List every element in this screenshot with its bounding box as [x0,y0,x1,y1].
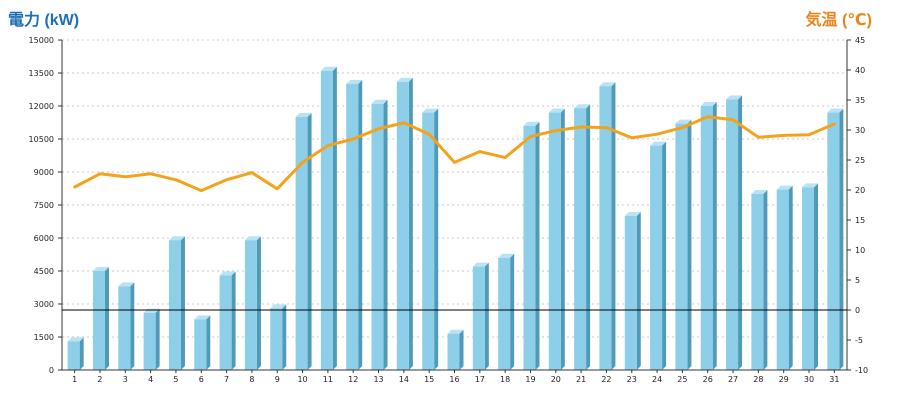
power-bar [143,308,160,370]
tick-labels: 0 1500 3000 4500 6000 7500 9000 10500 12000 13500… [29,36,869,384]
right-tick-label: 5 [855,276,860,285]
power-bar [827,108,844,370]
x-tick-label: 10 [297,375,307,384]
power-bar [599,82,616,370]
left-tick-label: 4500 [34,267,54,276]
power-bar [700,102,717,370]
x-tick-label: 2 [97,375,102,384]
power-bar [422,108,439,370]
power-bar [574,104,591,370]
power-bar [92,267,109,370]
power-bar [168,236,185,370]
x-tick-label: 20 [551,375,561,384]
power-bar [751,190,768,370]
left-tick-label: 12000 [29,102,54,111]
power-bar [548,108,565,370]
right-tick-label: 10 [855,246,865,255]
power-bar [270,304,287,370]
left-tick-label: 15000 [29,36,54,45]
x-tick-label: 5 [173,375,178,384]
power-bar [776,185,793,370]
right-tick-label: -5 [855,336,863,345]
x-tick-label: 8 [249,375,254,384]
x-tick-label: 24 [652,375,662,384]
x-tick-label: 11 [323,375,333,384]
power-bar [244,236,261,370]
power-bar [472,262,489,370]
power-bar [726,95,743,371]
temperature-axis-title: 気温 (℃) [805,12,872,29]
right-tick-label: 15 [855,216,865,225]
power-axis-title: 電力 (kW) [8,12,80,29]
power-bar [295,113,312,370]
x-tick-label: 16 [449,375,459,384]
power-bar [675,119,692,370]
x-tick-label: 23 [627,375,637,384]
temperature-series-line [73,115,836,193]
x-tick-label: 6 [199,375,204,384]
left-tick-label: 7500 [34,201,54,210]
power-bar [498,253,515,370]
x-tick-label: 30 [804,375,814,384]
right-tick-label: 30 [855,126,865,135]
x-tick-label: 28 [753,375,763,384]
x-tick-label: 27 [728,375,738,384]
temperature-line [73,115,836,193]
power-bar [802,183,819,370]
x-tick-label: 7 [224,375,229,384]
power-bars [67,66,844,371]
power-bar [650,141,667,370]
power-bar [523,121,540,370]
x-tick-label: 13 [373,375,383,384]
left-tick-label: 3000 [34,300,54,309]
axes [58,39,851,373]
right-tick-label: 0 [855,306,860,315]
x-tick-label: 3 [123,375,128,384]
x-tick-label: 26 [703,375,713,384]
right-tick-label: 20 [855,186,865,195]
power-bar [219,271,236,370]
power-bar [447,329,464,370]
left-tick-label: 13500 [29,69,54,78]
gridlines [62,39,847,338]
x-tick-label: 1 [72,375,77,384]
right-tick-label: 35 [855,96,865,105]
power-bar [320,66,337,371]
x-tick-label: 31 [829,375,839,384]
x-tick-label: 21 [576,375,586,384]
left-tick-label: 0 [49,366,54,375]
power-bar [396,77,413,371]
left-tick-label: 10500 [29,135,54,144]
left-tick-label: 1500 [34,333,54,342]
x-tick-label: 19 [525,375,535,384]
right-tick-label: -10 [855,366,868,375]
right-tick-label: 40 [855,66,865,75]
x-tick-label: 18 [500,375,510,384]
power-bar [624,212,641,370]
power-bar [371,99,388,371]
x-tick-label: 12 [348,375,358,384]
x-tick-label: 29 [779,375,789,384]
x-tick-label: 25 [677,375,687,384]
x-tick-label: 22 [601,375,611,384]
right-tick-label: 25 [855,156,865,165]
power-bar [118,282,135,370]
left-tick-label: 9000 [34,168,54,177]
left-tick-label: 6000 [34,234,54,243]
x-tick-label: 17 [475,375,485,384]
power-bar [194,315,211,370]
right-tick-label: 45 [855,36,865,45]
x-tick-label: 4 [148,375,153,384]
x-tick-label: 15 [424,375,434,384]
power-bar [346,80,363,370]
power-bar [67,337,84,370]
x-tick-label: 14 [399,375,409,384]
x-tick-label: 9 [275,375,280,384]
